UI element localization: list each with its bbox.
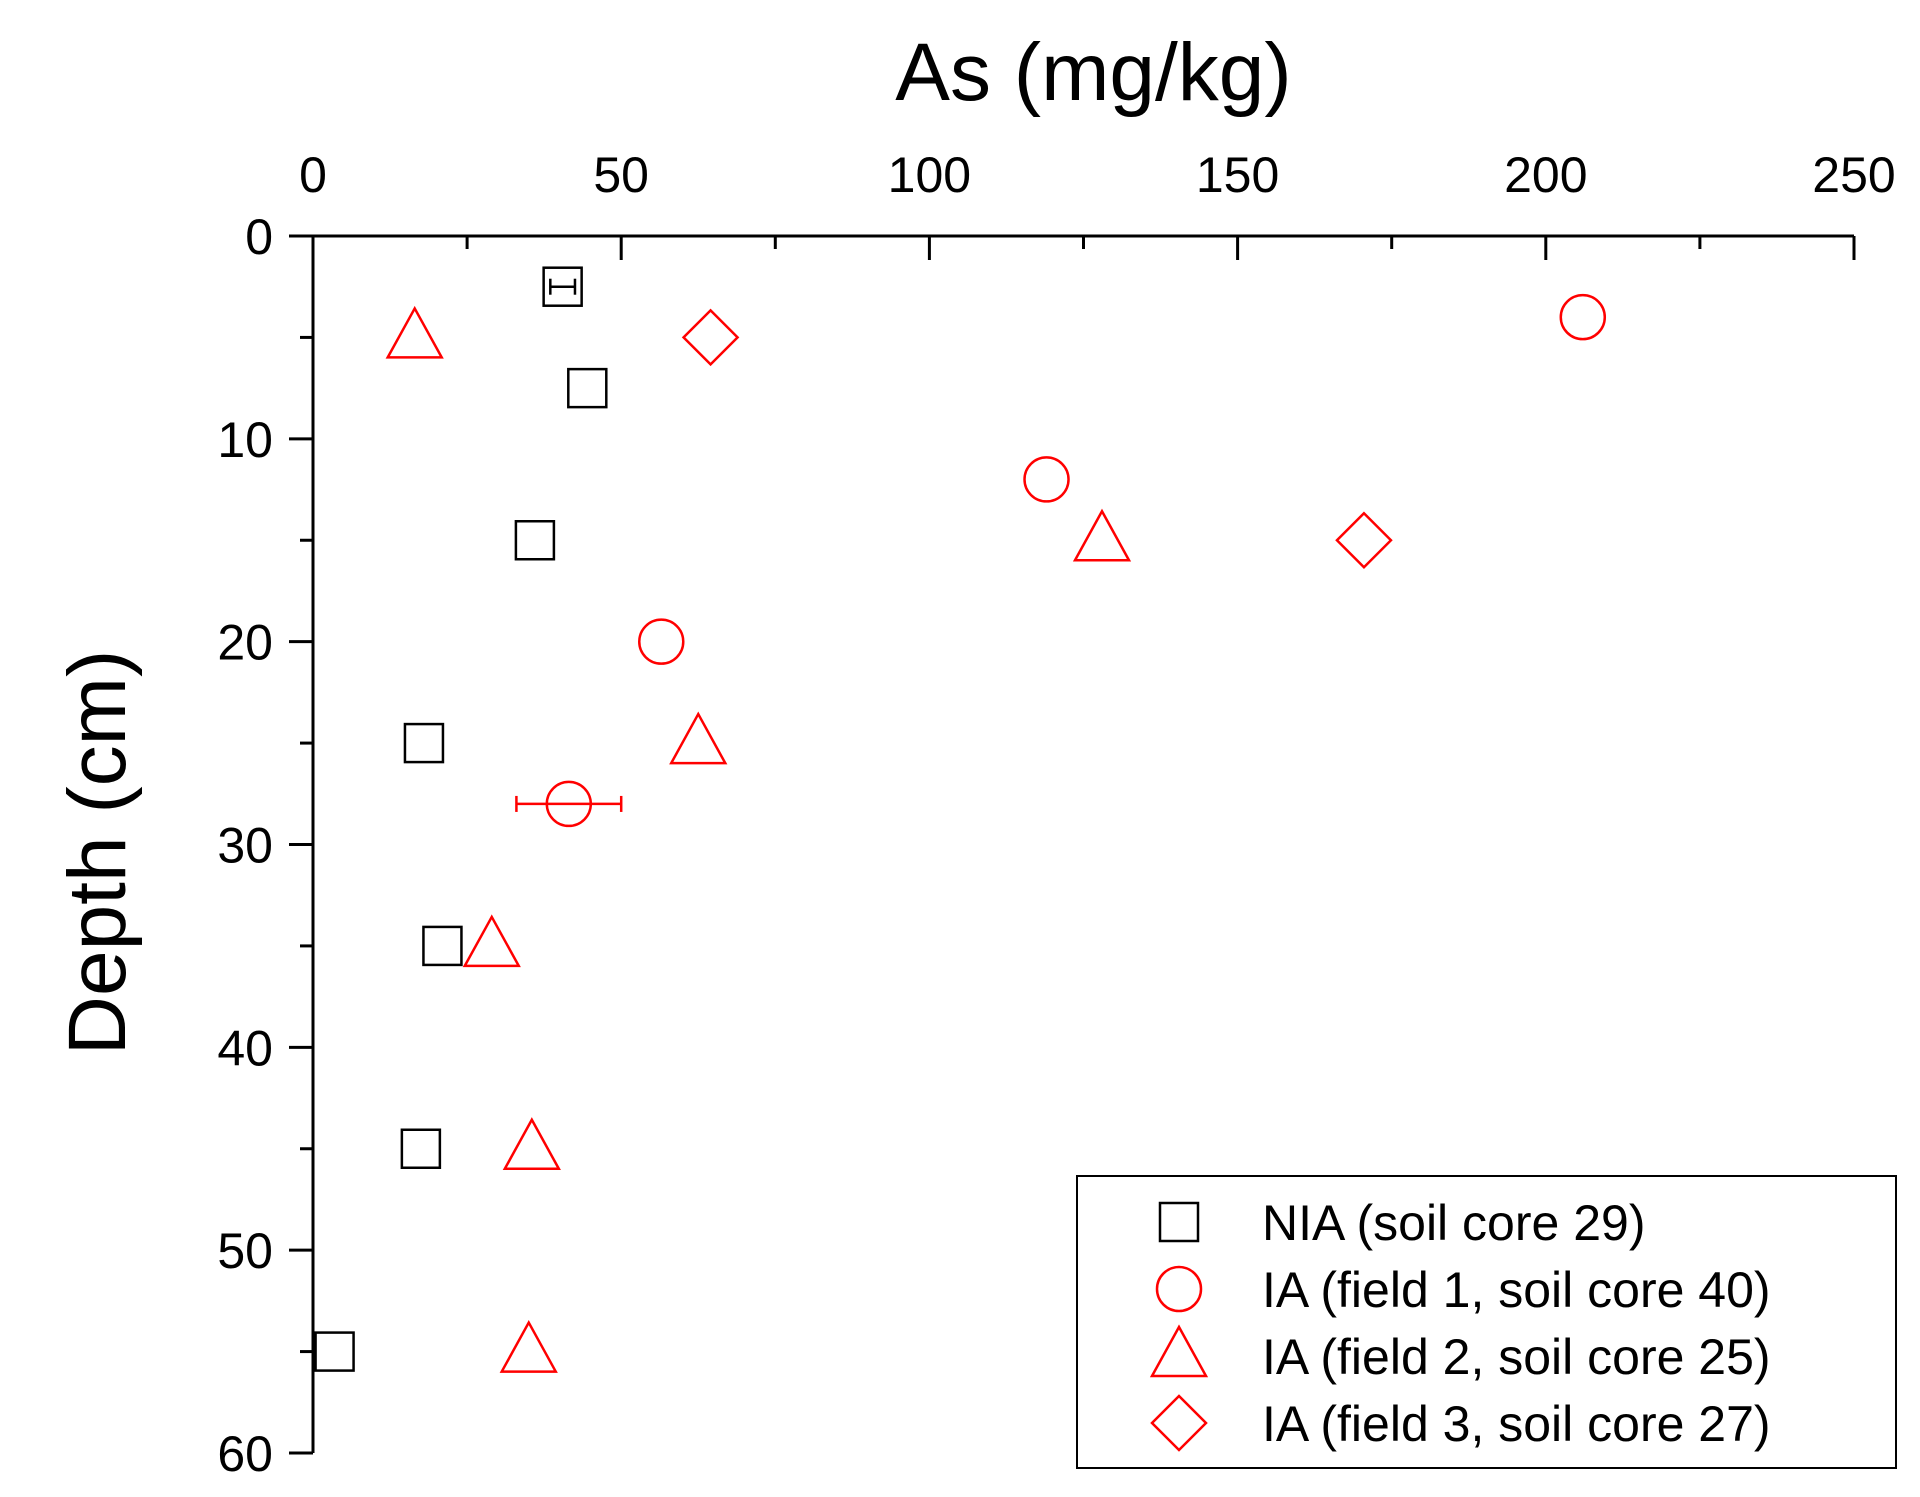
- y-tick-label: 0: [245, 209, 273, 265]
- y-tick-label: 60: [217, 1426, 273, 1482]
- x-tick-label: 100: [888, 147, 971, 203]
- legend-label: NIA (soil core 29): [1262, 1195, 1645, 1251]
- x-tick-label: 250: [1812, 147, 1895, 203]
- y-tick-label: 10: [217, 412, 273, 468]
- y-tick-label: 30: [217, 818, 273, 874]
- data-point-circle-s1-p2: [638, 618, 685, 665]
- data-point-circle-s1-p3: [545, 780, 593, 828]
- legend-circle-icon: [1155, 1265, 1203, 1313]
- data-point-diamond-s3-p0: [681, 308, 740, 367]
- legend-label: IA (field 3, soil core 27): [1262, 1396, 1771, 1452]
- legend-triangle-icon: [1149, 1324, 1209, 1378]
- legend: NIA (soil core 29) IA (field 1, soil core…: [1076, 1175, 1897, 1469]
- y-tick-label: 50: [217, 1223, 273, 1279]
- y-tick-label: 20: [217, 615, 273, 671]
- y-tick-label: 40: [217, 1020, 273, 1076]
- axes: 0 50 100 150 200 250 0 10 20 30 40 50 60 As (mg/kg) De…: [52, 27, 1896, 1482]
- data-point-triangle-s2-p2: [669, 711, 728, 765]
- data-point-circle-s1-p0: [1559, 293, 1607, 341]
- y-axis-title: Depth (cm): [52, 650, 143, 1056]
- legend-label: IA (field 2, soil core 25): [1262, 1329, 1771, 1385]
- x-axis-title: As (mg/kg): [895, 27, 1291, 118]
- data-point-square-s0-p0: [542, 266, 583, 307]
- data-point-square-s0-p6: [314, 1331, 355, 1372]
- data-point-square-s0-p3: [403, 722, 445, 764]
- data-point-triangle-s2-p4: [502, 1117, 561, 1170]
- x-tick-label: 150: [1196, 147, 1279, 203]
- data-point-square-s0-p1: [567, 367, 608, 409]
- legend-square-icon: [1158, 1201, 1200, 1243]
- x-tick-label: 200: [1504, 147, 1587, 203]
- legend-diamond-icon: [1150, 1394, 1208, 1452]
- data-point-triangle-s2-p3: [462, 914, 521, 968]
- x-tick-label: 0: [299, 147, 327, 203]
- data-point-triangle-s2-p5: [499, 1319, 558, 1373]
- data-point-square-s0-p5: [400, 1128, 442, 1169]
- legend-box: [1076, 1175, 1897, 1469]
- data-point-square-s0-p2: [514, 520, 556, 561]
- data-points: [314, 266, 1607, 1373]
- data-point-diamond-s3-p1: [1335, 511, 1393, 570]
- data-point-triangle-s2-p0: [385, 305, 444, 359]
- data-point-triangle-s2-p1: [1072, 508, 1132, 562]
- data-point-circle-s1-p1: [1023, 456, 1070, 503]
- data-point-square-s0-p4: [422, 925, 463, 967]
- x-tick-label: 50: [593, 147, 649, 203]
- legend-label: IA (field 1, soil core 40): [1262, 1262, 1771, 1318]
